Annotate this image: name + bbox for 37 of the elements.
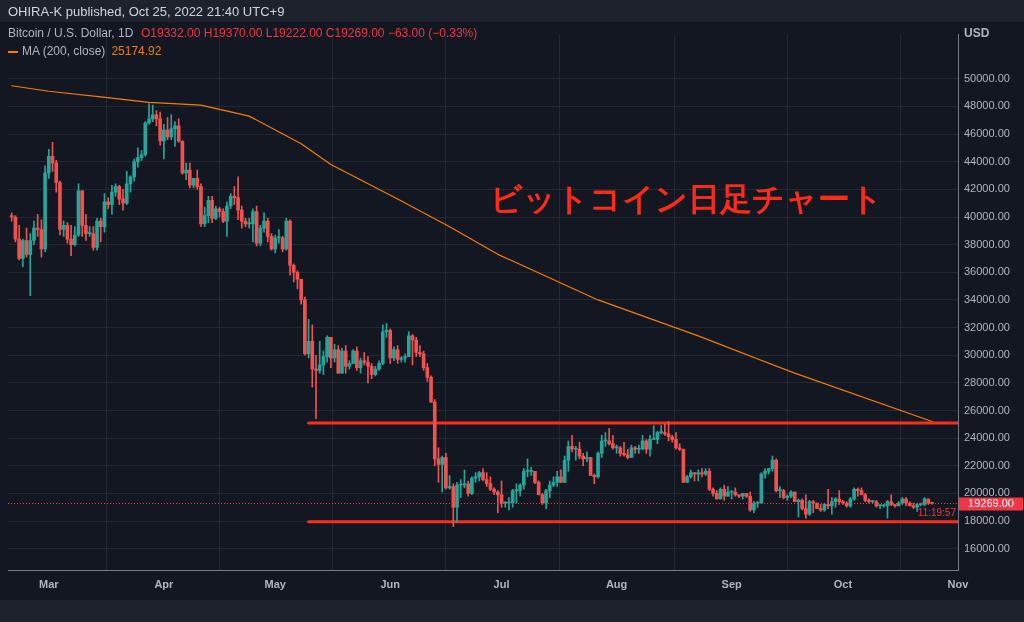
x-tick-label: May bbox=[264, 578, 287, 591]
annotation: 25174.92 bbox=[111, 44, 162, 58]
x-tick-label: Sep bbox=[721, 578, 742, 591]
annotation: 11:19:57 bbox=[917, 507, 957, 519]
y-tick-label: 30000.00 bbox=[964, 348, 1010, 361]
y-tick-label: 16000.00 bbox=[964, 541, 1010, 554]
annotation: ビットコイン日足チャート bbox=[490, 179, 883, 220]
y-tick-label: 26000.00 bbox=[964, 403, 1010, 416]
x-tick-label: Oct bbox=[833, 578, 853, 591]
chart-title: OHIRA-K published, Oct 25, 2022 21:40 UTC+9 bbox=[8, 4, 285, 19]
y-tick-label: 24000.00 bbox=[964, 431, 1010, 444]
x-tick-label: Mar bbox=[39, 578, 60, 591]
y-tick-label: 42000.00 bbox=[964, 182, 1010, 195]
x-tick-label: Aug bbox=[605, 578, 628, 591]
y-tick-label: 28000.00 bbox=[964, 375, 1010, 388]
y-tick-label: 48000.00 bbox=[964, 99, 1010, 112]
y-tick-label: 40000.00 bbox=[964, 210, 1010, 223]
y-tick-label: 50000.00 bbox=[964, 71, 1010, 84]
candlestick bbox=[815, 502, 819, 509]
y-tick-label: 18000.00 bbox=[964, 514, 1010, 527]
y-tick-label: 44000.00 bbox=[964, 154, 1010, 167]
y-tick-label: 36000.00 bbox=[964, 265, 1010, 278]
y-tick-label: 46000.00 bbox=[964, 127, 1010, 140]
x-tick-label: Jul bbox=[493, 578, 510, 591]
y-tick-label: 32000.00 bbox=[964, 320, 1010, 333]
x-tick-label: Apr bbox=[154, 578, 175, 591]
chart-subtitle: Bitcoin / U.S. Dollar, 1D bbox=[8, 26, 134, 40]
x-tick-label: Nov bbox=[947, 578, 970, 591]
x-tick-label: Jun bbox=[380, 578, 401, 591]
y-tick-label: 38000.00 bbox=[964, 237, 1010, 250]
ref-line-label: 19269.00 bbox=[968, 497, 1014, 510]
legend-label: MA (200, close) bbox=[22, 44, 106, 58]
y-axis-title: USD bbox=[964, 26, 990, 40]
y-tick-label: 34000.00 bbox=[964, 292, 1010, 305]
y-tick-label: 22000.00 bbox=[964, 458, 1010, 471]
y-tick-label: 20000.00 bbox=[964, 486, 1010, 499]
annotation: O19332.00 H19370.00 L19222.00 C19269.00 −63.00 (−0.33%) bbox=[141, 26, 478, 40]
